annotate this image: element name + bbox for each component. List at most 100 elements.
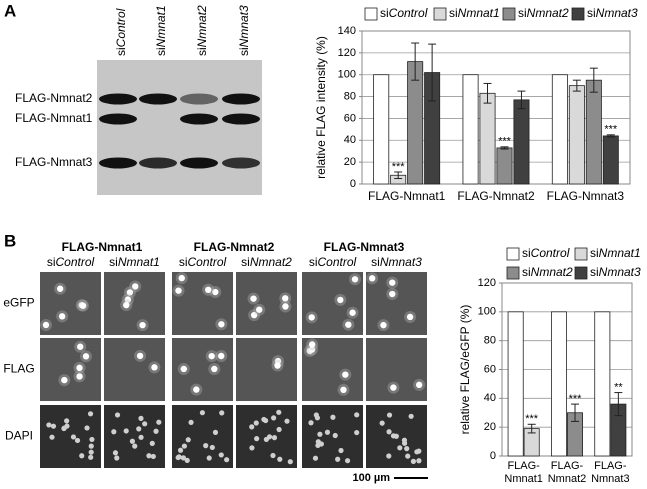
nucleus [156, 419, 162, 425]
error-bar [527, 423, 536, 434]
cell [340, 386, 347, 394]
band-label: FLAG-Nmnat1 [15, 111, 93, 125]
legend-label: siNmnat1 [590, 246, 641, 260]
cell [76, 364, 83, 372]
cell [175, 287, 182, 294]
y-tick-label: 100 [338, 69, 356, 81]
cell [58, 313, 66, 320]
nucleus [218, 452, 224, 458]
micrograph [366, 272, 427, 335]
nucleus [408, 413, 414, 419]
nucleus [111, 429, 117, 435]
nucleus [88, 443, 94, 449]
nucleus [50, 423, 57, 429]
legend-label: siControl [522, 246, 570, 260]
lane-label: siNmnat1 [154, 5, 168, 56]
nucleus [276, 426, 282, 433]
cell [79, 302, 87, 309]
nucleus [219, 410, 225, 416]
band [99, 93, 137, 105]
cell [193, 386, 200, 393]
plot-frame [501, 282, 633, 457]
bar [568, 85, 585, 185]
nucleus [254, 436, 260, 442]
micrograph [236, 272, 297, 335]
column-label: siNmnat3 [371, 255, 422, 269]
nucleus [253, 420, 259, 426]
nucleus [88, 449, 94, 455]
cell [56, 285, 64, 292]
nucleus [138, 434, 144, 440]
legend-label: siNmnat1 [449, 6, 500, 20]
nucleus [338, 447, 344, 454]
cell [76, 373, 83, 380]
scale-bar-label: 100 µm [352, 472, 390, 484]
nucleus [324, 429, 331, 435]
band-label: FLAG-Nmnat2 [15, 91, 93, 105]
cell [136, 352, 144, 360]
cell [250, 295, 257, 302]
nucleus [277, 456, 283, 462]
column-label: siControl [179, 255, 227, 269]
cell [342, 371, 349, 378]
nucleus [188, 419, 194, 425]
nucleus [114, 412, 121, 418]
nucleus [313, 412, 319, 418]
x-tick-label: FLAG-Nmnat3 [591, 460, 630, 485]
y-tick-label: 140 [338, 25, 356, 37]
band [139, 93, 177, 105]
cell [256, 306, 263, 313]
legend-label: siNmnat2 [518, 6, 569, 20]
nucleus [386, 412, 393, 418]
nucleus [308, 420, 314, 426]
cell [178, 274, 185, 282]
legend-swatch [571, 7, 585, 21]
error-bar [483, 82, 492, 104]
y-tick-label: 40 [484, 392, 496, 404]
y-tick-label: 120 [478, 277, 496, 289]
y-tick-label: 120 [338, 47, 356, 59]
y-axis-title: relative FLAG/eGFP (%) [458, 305, 472, 435]
nucleus [266, 434, 273, 440]
band-label: FLAG-Nmnat3 [15, 155, 93, 169]
legend-swatch [506, 266, 520, 280]
cell [124, 296, 132, 303]
y-tick-label: 0 [350, 178, 356, 190]
nucleus [70, 434, 77, 440]
nucleus [386, 453, 392, 459]
nucleus [176, 454, 182, 460]
x-tick-label: FLAG-Nmnat1 [368, 189, 446, 203]
panel-label: B [4, 231, 16, 250]
error-bar [394, 171, 403, 180]
nucleus [209, 444, 215, 451]
group-title: FLAG-Nmnat2 [194, 240, 275, 254]
cell [282, 295, 289, 302]
cell [274, 362, 281, 369]
nucleus [89, 436, 95, 443]
cell [212, 288, 219, 296]
nucleus [401, 440, 408, 446]
nucleus [271, 415, 277, 421]
bar [373, 74, 390, 185]
cell [389, 279, 396, 286]
legend-swatch [364, 7, 378, 21]
nucleus [354, 412, 360, 418]
micrograph [366, 338, 427, 401]
plot-frame [361, 30, 631, 185]
y-tick-label: 80 [344, 90, 356, 102]
significance: *** [498, 136, 512, 148]
nucleus [64, 418, 70, 424]
x-tick-label: FLAG-Nmnat1 [504, 460, 543, 485]
legend-label: siControl [380, 6, 428, 20]
group-title: FLAG-Nmnat3 [324, 240, 405, 254]
band [139, 157, 177, 169]
bar [479, 92, 496, 185]
x-tick-label: FLAG-Nmnat2 [548, 460, 587, 485]
nucleus [379, 420, 385, 426]
column-label: siNmnat1 [109, 255, 160, 269]
bar [602, 135, 619, 185]
cell [415, 381, 423, 389]
cell [282, 303, 289, 310]
nucleus [180, 455, 187, 461]
significance: *** [392, 161, 406, 173]
